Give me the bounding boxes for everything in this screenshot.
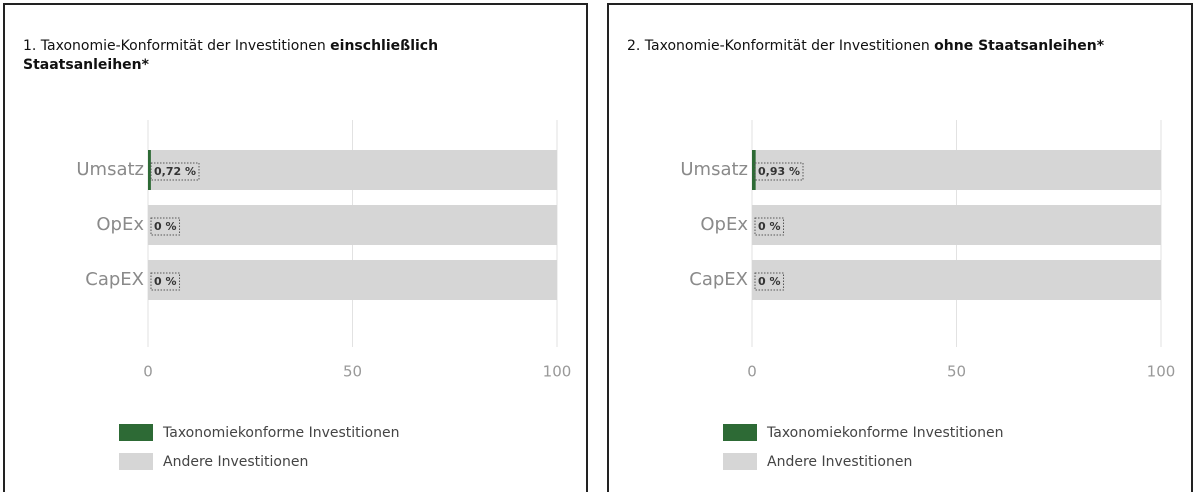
chart: 0 50 100 Umsatz 0,72 % OpEx 0 % CapEX 0 % Taxonom… [76,120,572,470]
data-label-box [754,162,804,181]
x-tick-label: 50 [947,363,966,381]
bar-segment [148,260,557,300]
title-text: 1. Taxonomie-Konformität der Investition… [23,38,326,54]
bar-segment [148,205,557,245]
x-tick-label: 100 [1147,363,1176,381]
y-tick-label: CapEX [85,269,144,290]
data-label: 0,93 % [758,165,800,178]
x-tick-label: 0 [143,363,153,381]
y-tick-label: CapEX [689,269,748,290]
y-tick-label: Umsatz [680,159,748,180]
title-emphasis: einschließlich Staatsanleihen* [23,38,439,73]
data-label-box [150,272,181,291]
data-label-box [150,162,200,181]
title-emphasis: ohne Staatsanleihen* [934,38,1105,54]
chart-title: 1. Taxonomie-Konformität der Investition… [23,37,513,75]
data-label-box [754,272,785,291]
legend-label: Andere Investitionen [163,454,308,470]
bar-segment [755,150,1161,190]
bar-segment [752,150,756,190]
y-tick-label: OpEx [700,214,748,235]
chart-panel: 2. Taxonomie-Konformität der Investition… [607,3,1193,492]
chart-title: 2. Taxonomie-Konformität der Investition… [627,37,1117,56]
data-label: 0 % [154,275,177,288]
x-tick-label: 50 [343,363,362,381]
data-label: 0 % [154,220,177,233]
data-label: 0 % [758,220,781,233]
bar-segment [150,150,557,190]
x-tick-label: 100 [543,363,572,381]
legend-swatch [119,453,153,470]
bar-segment [752,205,1161,245]
data-label-box [754,217,785,236]
data-label-box [150,217,181,236]
legend-label: Taxonomiekonforme Investitionen [766,425,1003,441]
legend-swatch [723,453,757,470]
data-label: 0 % [758,275,781,288]
y-tick-label: Umsatz [76,159,144,180]
x-tick-label: 0 [747,363,757,381]
legend-label: Taxonomiekonforme Investitionen [162,425,399,441]
bar-segment [752,260,1161,300]
bar-segment [148,150,151,190]
legend-label: Andere Investitionen [767,454,912,470]
legend-swatch [723,424,757,441]
chart-panel: 1. Taxonomie-Konformität der Investition… [3,3,588,492]
data-label: 0,72 % [154,165,196,178]
title-text: 2. Taxonomie-Konformität der Investition… [627,38,930,54]
legend-swatch [119,424,153,441]
y-tick-label: OpEx [96,214,144,235]
chart: 0 50 100 Umsatz 0,93 % OpEx 0 % CapEX 0 % Taxonom… [680,120,1176,470]
